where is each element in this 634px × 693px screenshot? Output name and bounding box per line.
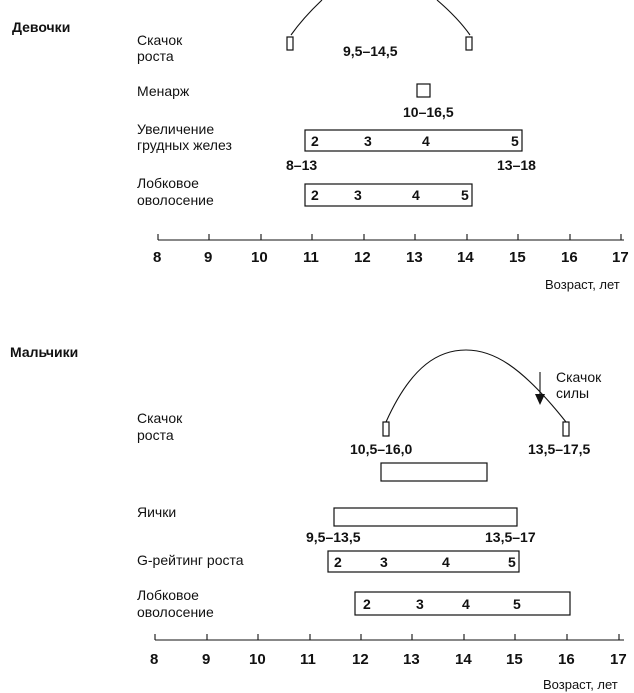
girls-breast-stage: 2 bbox=[311, 133, 319, 149]
boys-axis-tick-label: 16 bbox=[558, 651, 575, 668]
boys-g-bar bbox=[327, 550, 520, 573]
boys-testes-label: Яички bbox=[137, 504, 176, 520]
boys-g-stage: 3 bbox=[380, 554, 388, 570]
girls-pubic-stage: 2 bbox=[311, 187, 319, 203]
girls-axis-tick-label: 10 bbox=[251, 249, 268, 266]
boys-growth-end-marker bbox=[562, 421, 570, 437]
boys-axis-tick-label: 11 bbox=[300, 651, 316, 668]
boys-pubic-stage: 2 bbox=[363, 596, 371, 612]
boys-g-stage: 2 bbox=[334, 554, 342, 570]
boys-growth-label-2: роста bbox=[137, 427, 174, 443]
boys-g-label: G-рейтинг роста bbox=[137, 552, 244, 568]
boys-growth-curve bbox=[385, 349, 567, 423]
girls-axis-ticks bbox=[157, 234, 622, 240]
girls-breast-stage: 3 bbox=[364, 133, 372, 149]
girls-growth-range: 9,5–14,5 bbox=[343, 43, 398, 59]
girls-axis-tick-label: 16 bbox=[561, 249, 578, 266]
girls-breast-label-1: Увеличение bbox=[137, 121, 214, 137]
boys-testes-bar bbox=[333, 507, 518, 527]
boys-g-stage: 5 bbox=[508, 554, 516, 570]
boys-axis-tick-label: 8 bbox=[150, 651, 158, 668]
girls-axis-tick-label: 12 bbox=[354, 249, 371, 266]
girls-breast-stage: 4 bbox=[422, 133, 430, 149]
girls-title: Девочки bbox=[12, 19, 70, 35]
boys-growth-start-marker bbox=[382, 421, 390, 437]
girls-axis-tick-label: 15 bbox=[509, 249, 526, 266]
boys-testes-end-range: 13,5–17 bbox=[485, 529, 536, 545]
girls-breast-label-2: грудных желез bbox=[137, 137, 232, 153]
girls-growth-label-1: Скачок bbox=[137, 32, 183, 48]
girls-axis-tick-label: 8 bbox=[153, 249, 161, 266]
boys-axis-ticks bbox=[154, 634, 620, 640]
boys-strength-arrow-head bbox=[535, 394, 545, 405]
girls-pubic-label-1: Лобковое bbox=[137, 175, 199, 191]
girls-growth-start-marker bbox=[286, 36, 294, 51]
boys-strength-label-2: силы bbox=[556, 385, 589, 401]
girls-growth-label-2: роста bbox=[137, 48, 174, 64]
boys-pubic-label-2: оволосение bbox=[137, 604, 214, 620]
girls-axis-tick-label: 17 bbox=[612, 249, 629, 266]
boys-axis-tick-label: 15 bbox=[506, 651, 523, 668]
boys-pubic-stage: 3 bbox=[416, 596, 424, 612]
girls-axis-tick-label: 13 bbox=[406, 249, 423, 266]
boys-g-stage: 4 bbox=[442, 554, 450, 570]
boys-strength-label-1: Скачок bbox=[556, 369, 602, 385]
girls-breast-bar bbox=[304, 129, 523, 152]
boys-growth-bar bbox=[380, 462, 488, 482]
boys-axis-label: Возраст, лет bbox=[543, 677, 618, 692]
girls-pubic-stage: 4 bbox=[412, 187, 420, 203]
girls-breast-start-range: 8–13 bbox=[286, 157, 317, 173]
girls-pubic-stage: 5 bbox=[461, 187, 469, 203]
boys-axis-tick-label: 13 bbox=[403, 651, 420, 668]
boys-axis-tick-label: 10 bbox=[249, 651, 266, 668]
girls-axis-tick-label: 9 bbox=[204, 249, 212, 266]
girls-axis-label: Возраст, лет bbox=[545, 277, 620, 292]
boys-testes-start-range: 9,5–13,5 bbox=[306, 529, 361, 545]
girls-axis-tick-label: 11 bbox=[303, 249, 319, 266]
boys-axis-tick-label: 12 bbox=[352, 651, 369, 668]
girls-pubic-label-2: оволосение bbox=[137, 192, 214, 208]
girls-axis-tick-label: 14 bbox=[457, 249, 474, 266]
boys-axis-tick-label: 14 bbox=[455, 651, 472, 668]
girls-menarche-label: Менарж bbox=[137, 83, 190, 99]
boys-pubic-stage: 4 bbox=[462, 596, 470, 612]
boys-pubic-bar bbox=[354, 591, 571, 616]
girls-menarche-marker bbox=[416, 83, 431, 98]
girls-pubic-stage: 3 bbox=[354, 187, 362, 203]
girls-pubic-bar bbox=[304, 183, 473, 207]
girls-growth-end-marker bbox=[465, 36, 473, 51]
boys-pubic-label-1: Лобковое bbox=[137, 587, 199, 603]
girls-breast-stage: 5 bbox=[511, 133, 519, 149]
boys-growth-label-1: Скачок bbox=[137, 410, 183, 426]
boys-growth-start-range: 10,5–16,0 bbox=[350, 441, 412, 457]
girls-growth-curve-left bbox=[290, 0, 323, 36]
boys-axis-tick-label: 17 bbox=[610, 651, 627, 668]
boys-axis-tick-label: 9 bbox=[202, 651, 210, 668]
boys-growth-end-range: 13,5–17,5 bbox=[528, 441, 590, 457]
girls-menarche-range: 10–16,5 bbox=[403, 104, 454, 120]
girls-breast-end-range: 13–18 bbox=[497, 157, 536, 173]
boys-pubic-stage: 5 bbox=[513, 596, 521, 612]
girls-growth-curve-right bbox=[436, 0, 471, 36]
boys-title: Мальчики bbox=[10, 344, 78, 360]
